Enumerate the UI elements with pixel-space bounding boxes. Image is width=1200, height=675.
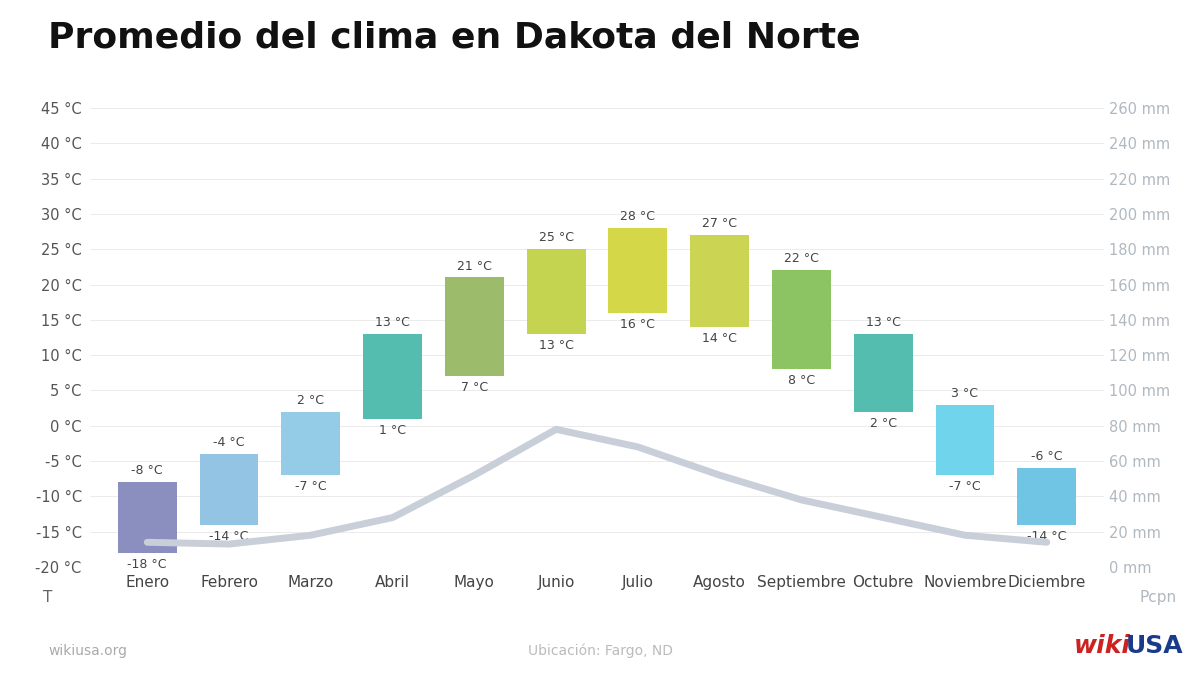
Text: 21 °C: 21 °C bbox=[457, 259, 492, 273]
Text: 8 °C: 8 °C bbox=[788, 374, 815, 387]
Text: 13 °C: 13 °C bbox=[865, 316, 901, 329]
Text: Pcpn: Pcpn bbox=[1140, 590, 1176, 605]
Text: T: T bbox=[43, 590, 53, 605]
Text: -7 °C: -7 °C bbox=[949, 480, 980, 493]
Bar bbox=[364, 334, 422, 418]
Text: -4 °C: -4 °C bbox=[214, 436, 245, 449]
Text: 14 °C: 14 °C bbox=[702, 332, 737, 345]
Text: -7 °C: -7 °C bbox=[295, 480, 326, 493]
Text: -14 °C: -14 °C bbox=[1027, 530, 1067, 543]
Text: USA: USA bbox=[1126, 634, 1183, 658]
Bar bbox=[936, 404, 995, 475]
Text: Promedio del clima en Dakota del Norte: Promedio del clima en Dakota del Norte bbox=[48, 20, 860, 54]
Text: -14 °C: -14 °C bbox=[209, 530, 248, 543]
Text: 13 °C: 13 °C bbox=[539, 339, 574, 352]
Text: 2 °C: 2 °C bbox=[298, 394, 324, 407]
Bar bbox=[199, 454, 258, 524]
Bar bbox=[1018, 468, 1076, 524]
Text: 7 °C: 7 °C bbox=[461, 381, 488, 394]
Bar bbox=[281, 412, 341, 475]
Text: 16 °C: 16 °C bbox=[620, 318, 655, 331]
Bar bbox=[772, 271, 830, 369]
Bar bbox=[608, 228, 667, 313]
Text: 28 °C: 28 °C bbox=[620, 210, 655, 223]
Text: -8 °C: -8 °C bbox=[132, 464, 163, 477]
Text: 25 °C: 25 °C bbox=[539, 232, 574, 244]
Bar bbox=[527, 249, 586, 334]
Text: 3 °C: 3 °C bbox=[952, 387, 978, 400]
Text: -6 °C: -6 °C bbox=[1031, 450, 1062, 463]
Text: 27 °C: 27 °C bbox=[702, 217, 737, 230]
Text: 13 °C: 13 °C bbox=[376, 316, 410, 329]
Text: wiki: wiki bbox=[1074, 634, 1132, 658]
Bar bbox=[118, 482, 176, 553]
Bar bbox=[853, 334, 913, 412]
Bar bbox=[690, 235, 749, 327]
Text: Ubicación: Fargo, ND: Ubicación: Fargo, ND bbox=[528, 644, 672, 658]
Text: wikiusa.org: wikiusa.org bbox=[48, 644, 127, 658]
Text: 22 °C: 22 °C bbox=[784, 252, 818, 265]
Text: -18 °C: -18 °C bbox=[127, 558, 167, 571]
Text: 1 °C: 1 °C bbox=[379, 424, 406, 437]
Bar bbox=[445, 277, 504, 377]
Text: 2 °C: 2 °C bbox=[870, 416, 896, 429]
